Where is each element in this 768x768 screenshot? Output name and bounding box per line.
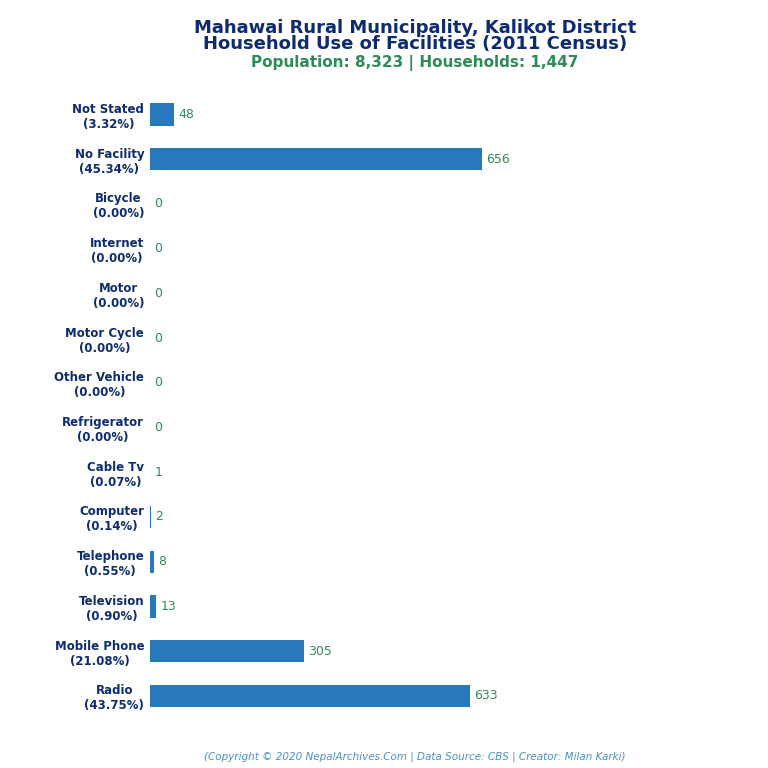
Text: 0: 0 [154, 376, 162, 389]
Bar [150, 551, 154, 573]
Text: 0: 0 [154, 197, 162, 210]
Text: 1: 1 [154, 465, 162, 478]
Bar [150, 103, 174, 125]
Text: 2: 2 [155, 511, 163, 524]
Text: 0: 0 [154, 286, 162, 300]
Text: 633: 633 [474, 690, 498, 703]
Text: 8: 8 [158, 555, 166, 568]
Text: 305: 305 [308, 644, 332, 657]
Text: 48: 48 [178, 108, 194, 121]
Text: 13: 13 [161, 600, 176, 613]
Text: (Copyright © 2020 NepalArchives.Com | Data Source: CBS | Creator: Milan Karki): (Copyright © 2020 NepalArchives.Com | Da… [204, 751, 625, 762]
Bar [150, 148, 482, 170]
Text: Household Use of Facilities (2011 Census): Household Use of Facilities (2011 Census… [203, 35, 627, 52]
Text: 656: 656 [486, 153, 510, 166]
Text: 0: 0 [154, 421, 162, 434]
Text: Population: 8,323 | Households: 1,447: Population: 8,323 | Households: 1,447 [251, 55, 578, 71]
Bar [150, 506, 151, 528]
Text: Mahawai Rural Municipality, Kalikot District: Mahawai Rural Municipality, Kalikot Dist… [194, 19, 636, 37]
Bar [150, 685, 470, 707]
Bar [150, 595, 157, 617]
Bar [150, 640, 304, 662]
Text: 0: 0 [154, 242, 162, 255]
Text: 0: 0 [154, 332, 162, 345]
